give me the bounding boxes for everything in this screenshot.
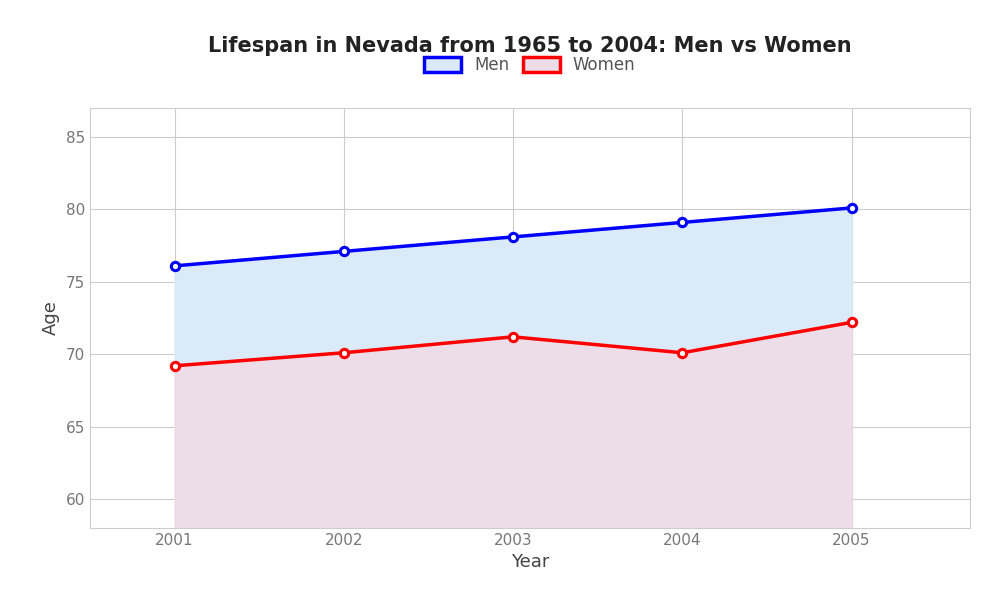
Y-axis label: Age: Age bbox=[42, 301, 60, 335]
Legend: Men, Women: Men, Women bbox=[418, 49, 642, 80]
Title: Lifespan in Nevada from 1965 to 2004: Men vs Women: Lifespan in Nevada from 1965 to 2004: Me… bbox=[208, 37, 852, 56]
X-axis label: Year: Year bbox=[511, 553, 549, 571]
